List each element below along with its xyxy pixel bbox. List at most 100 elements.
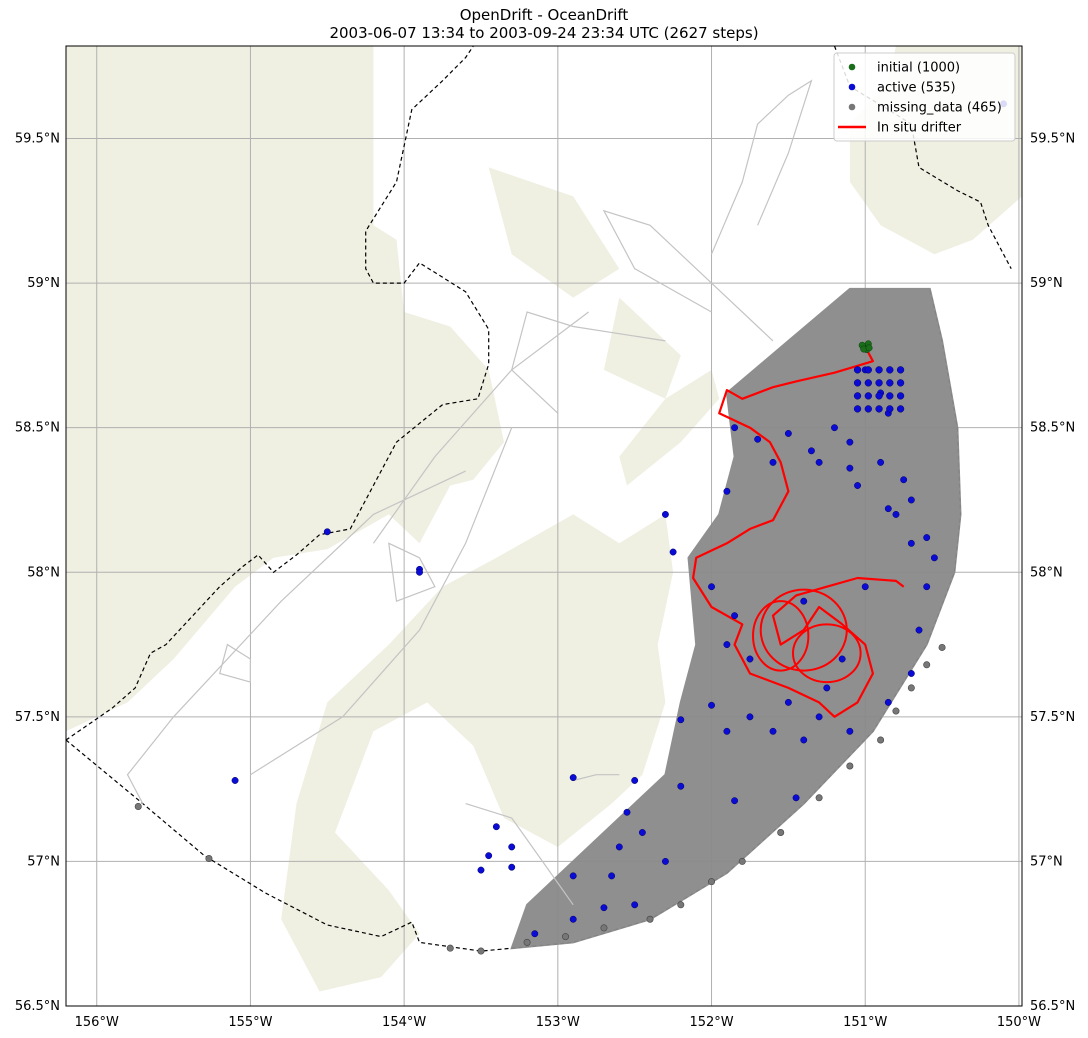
active-particle [508, 843, 516, 851]
map-area [66, 46, 1022, 1006]
active-particle [853, 392, 862, 400]
active-particle [886, 366, 894, 374]
stray-trajectory [388, 542, 436, 603]
active-particle [896, 379, 905, 387]
active-particle [896, 366, 905, 374]
active-particle [569, 915, 577, 923]
map-frame [65, 45, 1023, 1007]
lat-tick-label-right: 57°N [1030, 854, 1063, 869]
missing-particle [846, 762, 854, 770]
active-particle [769, 727, 777, 735]
active-particle [784, 430, 792, 437]
active-particle [661, 857, 669, 865]
stray-trajectory [218, 643, 251, 683]
stray-trajectory [250, 427, 513, 776]
active-particle [923, 583, 931, 591]
active-particle [792, 794, 800, 802]
active-particle [864, 405, 872, 413]
active-particle [815, 713, 823, 721]
active-particle [477, 866, 485, 874]
active-particle [492, 823, 500, 831]
lat-tick-label-right: 59.5°N [1030, 132, 1075, 147]
missing-particle [205, 855, 213, 863]
missing-particle [738, 857, 746, 865]
legend-box [833, 52, 1016, 142]
active-particle [853, 405, 862, 413]
legend-marker [848, 103, 856, 111]
missing-particle [907, 684, 915, 692]
legend-label: missing_data (465) [877, 101, 1002, 116]
active-particle [896, 405, 905, 413]
missing-data-particles [134, 643, 946, 955]
active-particle [623, 808, 631, 816]
active-particle [854, 482, 861, 489]
lon-tick-label: 152°W [689, 1015, 733, 1030]
active-particle [877, 458, 885, 466]
active-particle [884, 505, 892, 513]
drifter-track-line [692, 346, 905, 718]
lon-tick-label: 156°W [75, 1015, 119, 1030]
active-particle [708, 583, 715, 591]
legend: initial (1000) active (535) missing_data (… [833, 52, 1016, 142]
active-particle [864, 379, 872, 387]
in-situ-drifter-track [692, 346, 905, 718]
lat-tick-label-left: 58.5°N [15, 421, 60, 436]
active-particle [731, 797, 739, 805]
lon-tick-label: 150°W [997, 1015, 1041, 1030]
active-particle [416, 568, 423, 576]
missing-particle [134, 802, 142, 810]
lat-tick-label-right: 58.5°N [1030, 421, 1075, 436]
missing-particle [562, 933, 570, 941]
active-particle [631, 901, 639, 909]
active-particle [930, 554, 938, 562]
active-particle [731, 424, 739, 432]
active-particle [731, 612, 739, 620]
missing-particle [446, 944, 454, 952]
lat-tick-label-right: 59°N [1030, 276, 1063, 291]
active-particle [723, 727, 731, 735]
active-particle [708, 701, 715, 709]
legend-label: active (535) [877, 81, 956, 96]
domain-boundary-line [66, 46, 490, 741]
lon-tick-label: 155°W [228, 1015, 272, 1030]
stray-trajectory [710, 79, 813, 255]
initial-particles [858, 340, 873, 354]
active-particle [853, 379, 862, 387]
missing-particle [815, 794, 823, 802]
active-particle [886, 405, 894, 413]
active-particle [800, 597, 808, 605]
legend-marker [848, 83, 856, 91]
lat-tick-label-left: 59°N [27, 276, 60, 291]
active-particle [875, 379, 883, 387]
lon-tick-label: 153°W [536, 1015, 580, 1030]
initial-particle [865, 344, 873, 352]
active-particle [846, 438, 854, 446]
active-particle [769, 458, 777, 466]
missing-particle [892, 707, 900, 715]
active-particle [846, 727, 854, 735]
active-particle [746, 713, 754, 721]
lat-tick-label-right: 56.5°N [1030, 999, 1075, 1014]
lat-tick-label-left: 56.5°N [15, 999, 60, 1014]
missing-particle [523, 938, 531, 946]
active-particle [231, 777, 239, 784]
active-particle [631, 777, 639, 784]
axis-tick-labels: 156°W 155°W 154°W 153°W 152°W 151°W 150°W56.5°… [15, 132, 1075, 1030]
stray-trajectory [511, 311, 666, 414]
lat-tick-label-right: 58°N [1030, 565, 1063, 580]
lat-tick-label-right: 57.5°N [1030, 710, 1075, 725]
active-particle [569, 774, 577, 782]
active-particle [531, 930, 539, 938]
stray-trajectory [573, 774, 620, 782]
active-particle [600, 904, 608, 912]
active-particle [923, 534, 931, 542]
active-particle [907, 670, 915, 677]
active-particle [754, 435, 762, 443]
land-polygon [66, 46, 504, 732]
active-particle [886, 379, 894, 387]
active-particle [784, 698, 792, 706]
active-particle [677, 716, 685, 724]
missing-particle [477, 947, 485, 955]
